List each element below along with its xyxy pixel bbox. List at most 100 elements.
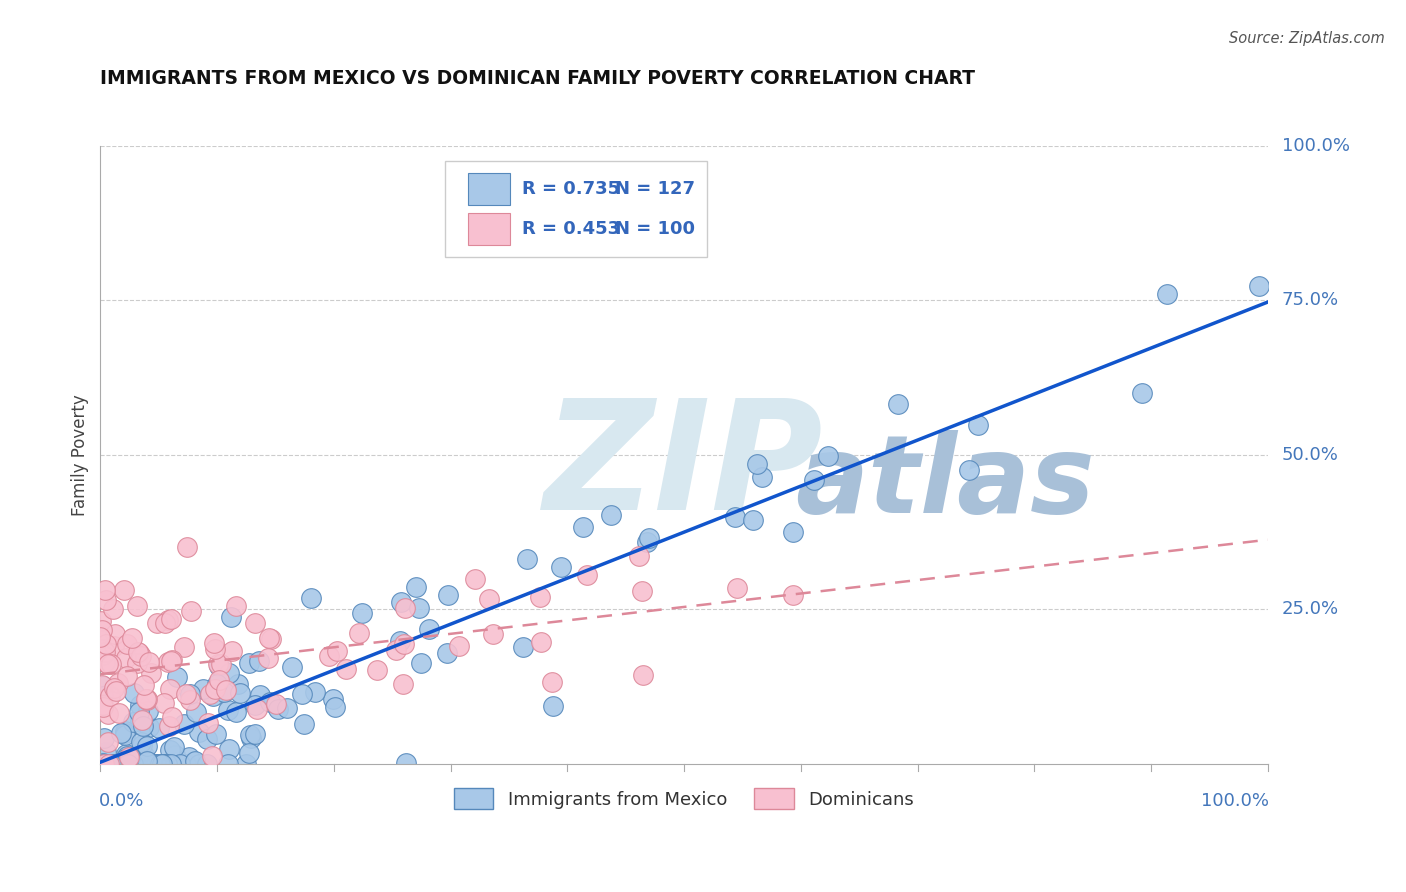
Point: [128, 647, 150, 661]
Point: [177, 750, 200, 764]
Point: [129, 714, 152, 728]
Point: [135, 754, 157, 768]
Point: [91, 690, 114, 704]
Text: 0.0%: 0.0%: [100, 791, 145, 810]
Point: [391, 676, 413, 690]
Point: [304, 685, 326, 699]
Point: [157, 613, 180, 627]
Point: [115, 668, 138, 682]
Point: [243, 615, 266, 630]
Point: [115, 637, 138, 651]
Point: [464, 572, 486, 586]
Point: [148, 721, 170, 735]
Point: [395, 756, 418, 771]
Point: [335, 662, 357, 676]
Point: [160, 710, 183, 724]
Point: [131, 649, 153, 664]
Point: [93, 655, 115, 669]
Point: [389, 633, 412, 648]
Point: [104, 627, 127, 641]
Point: [100, 657, 122, 671]
Point: [96, 593, 118, 607]
Point: [103, 681, 125, 696]
Point: [326, 644, 349, 658]
Point: [207, 657, 229, 671]
Point: [409, 656, 432, 670]
Point: [405, 581, 427, 595]
Point: [156, 655, 179, 669]
Point: [90, 614, 112, 628]
Point: [94, 582, 117, 597]
Point: [1130, 386, 1153, 401]
Point: [184, 754, 207, 768]
Point: [887, 397, 910, 411]
Point: [318, 649, 340, 664]
Point: [350, 607, 373, 621]
Point: [782, 524, 804, 539]
Text: Source: ZipAtlas.com: Source: ZipAtlas.com: [1229, 31, 1385, 46]
Text: ZIP: ZIP: [544, 392, 824, 541]
Point: [291, 687, 314, 701]
Text: 100.0%: 100.0%: [1201, 791, 1268, 810]
Point: [260, 632, 283, 647]
Point: [91, 648, 114, 663]
Point: [212, 685, 235, 699]
Point: [97, 756, 120, 771]
Point: [418, 622, 440, 636]
Point: [91, 679, 114, 693]
Point: [436, 646, 458, 660]
Point: [131, 719, 153, 733]
Point: [239, 731, 262, 746]
Point: [247, 654, 270, 668]
Point: [163, 739, 186, 754]
Text: IMMIGRANTS FROM MEXICO VS DOMINICAN FAMILY POVERTY CORRELATION CHART: IMMIGRANTS FROM MEXICO VS DOMINICAN FAMI…: [100, 69, 976, 87]
Point: [267, 701, 290, 715]
Point: [156, 756, 179, 771]
Point: [200, 748, 222, 763]
Point: [94, 637, 117, 651]
Point: [215, 683, 238, 698]
Legend: Immigrants from Mexico, Dominicans: Immigrants from Mexico, Dominicans: [447, 781, 921, 816]
Point: [121, 631, 143, 645]
Point: [550, 560, 572, 574]
Point: [114, 723, 136, 738]
Point: [225, 599, 247, 613]
Point: [93, 731, 115, 745]
Point: [745, 457, 768, 471]
Point: [394, 601, 416, 615]
Point: [191, 681, 214, 696]
Point: [221, 644, 243, 658]
Point: [176, 540, 198, 554]
Point: [292, 717, 315, 731]
Point: [122, 686, 145, 700]
Point: [94, 756, 117, 771]
Point: [141, 665, 163, 680]
Point: [145, 756, 167, 771]
Point: [322, 692, 344, 706]
Point: [636, 534, 658, 549]
Point: [727, 581, 749, 595]
Point: [94, 745, 117, 759]
Point: [89, 630, 111, 644]
Point: [631, 667, 654, 681]
Point: [957, 463, 980, 477]
Point: [135, 692, 157, 706]
Point: [530, 634, 553, 648]
Point: [204, 727, 226, 741]
Point: [100, 756, 122, 771]
Point: [129, 756, 152, 771]
Point: [512, 640, 534, 655]
Point: [91, 698, 114, 712]
Point: [516, 552, 538, 566]
Point: [173, 640, 195, 654]
Point: [94, 645, 117, 659]
Point: [127, 645, 149, 659]
Point: [98, 689, 121, 703]
Point: [129, 734, 152, 748]
Point: [188, 725, 211, 739]
Point: [638, 531, 661, 545]
Point: [118, 750, 141, 764]
Point: [134, 748, 156, 763]
Point: [366, 663, 388, 677]
Point: [131, 713, 153, 727]
